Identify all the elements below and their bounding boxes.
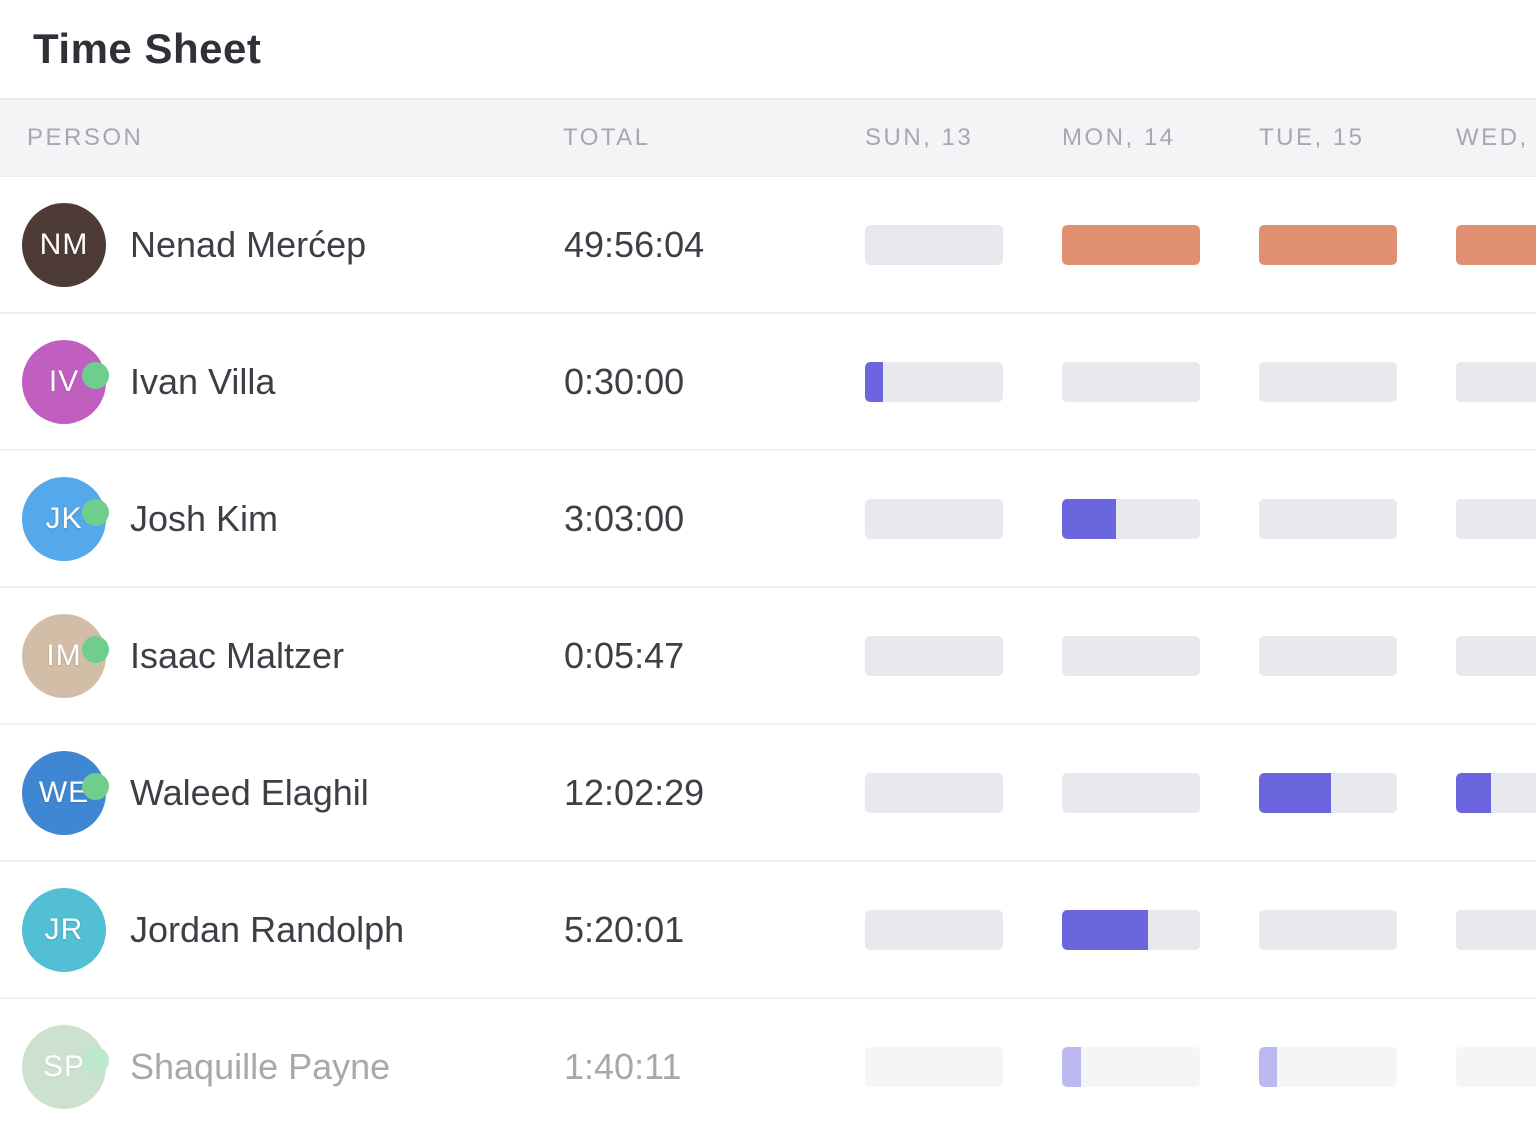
- day-cell-sun-13[interactable]: [865, 773, 1003, 813]
- day-cell-wed[interactable]: [1456, 910, 1536, 950]
- day-cell-tue-15[interactable]: [1259, 636, 1397, 676]
- day-cell-mon-14[interactable]: [1062, 910, 1200, 950]
- total-time: 49:56:04: [564, 224, 705, 265]
- day-cell-tue-15[interactable]: [1259, 499, 1397, 539]
- person-name: Shaquille Payne: [130, 1046, 391, 1087]
- column-header-mon-14: MON, 14: [1062, 124, 1176, 151]
- day-cell-sun-13[interactable]: [865, 636, 1003, 676]
- timesheet-row[interactable]: WE Waleed Elaghil 12:02:29: [0, 725, 1536, 862]
- column-header-sun-13: SUN, 13: [865, 124, 974, 151]
- online-status-dot: [82, 499, 109, 526]
- day-cell-tue-15[interactable]: [1259, 910, 1397, 950]
- avatar-initials: SP: [42, 1050, 86, 1083]
- avatar-initials: WE: [38, 776, 90, 809]
- avatar: NM: [22, 203, 106, 287]
- day-cell-tue-15[interactable]: [1259, 362, 1397, 402]
- avatar: IM: [22, 614, 109, 698]
- person-name: Isaac Maltzer: [130, 635, 345, 676]
- day-cell-wed[interactable]: [1456, 1047, 1536, 1087]
- online-status-dot: [82, 362, 109, 389]
- total-time: 0:05:47: [564, 635, 685, 676]
- column-header-total: TOTAL: [563, 124, 651, 151]
- day-cell-mon-14[interactable]: [1062, 225, 1200, 265]
- tracked-time-fill: [865, 362, 883, 402]
- tracked-time-fill: [1062, 225, 1200, 265]
- day-cell-wed[interactable]: [1456, 225, 1536, 265]
- timesheet-row[interactable]: JK Josh Kim 3:03:00: [0, 451, 1536, 588]
- online-status-dot: [82, 1047, 109, 1074]
- table-header: PERSON TOTAL SUN, 13 MON, 14 TUE, 15 WED…: [0, 98, 1536, 177]
- tracked-time-fill: [1062, 1047, 1081, 1087]
- tracked-time-fill: [1062, 910, 1148, 950]
- total-time: 1:40:11: [564, 1046, 682, 1087]
- person-name: Jordan Randolph: [130, 909, 405, 950]
- day-cell-mon-14[interactable]: [1062, 636, 1200, 676]
- timesheet-row[interactable]: SP Shaquille Payne 1:40:11: [0, 999, 1536, 1130]
- timesheet-row[interactable]: IM Isaac Maltzer 0:05:47: [0, 588, 1536, 725]
- column-header-person: PERSON: [27, 124, 144, 151]
- day-cell-sun-13[interactable]: [865, 499, 1003, 539]
- page-title: Time Sheet: [33, 25, 262, 72]
- timesheet-row[interactable]: JR Jordan Randolph 5:20:01: [0, 862, 1536, 999]
- timesheet-row[interactable]: IV Ivan Villa 0:30:00: [0, 314, 1536, 451]
- day-cell-wed[interactable]: [1456, 773, 1536, 813]
- avatar: WE: [22, 751, 109, 835]
- day-cell-tue-15[interactable]: [1259, 1047, 1397, 1087]
- day-cell-mon-14[interactable]: [1062, 773, 1200, 813]
- tracked-time-fill: [1456, 773, 1491, 813]
- day-cell-wed[interactable]: [1456, 636, 1536, 676]
- avatar: JR: [22, 888, 106, 972]
- avatar: IV: [22, 340, 109, 424]
- tracked-time-fill: [1456, 225, 1536, 265]
- day-cell-sun-13[interactable]: [865, 910, 1003, 950]
- avatar: JK: [22, 477, 109, 561]
- person-name: Waleed Elaghil: [130, 772, 369, 813]
- day-cell-sun-13[interactable]: [865, 1047, 1003, 1087]
- avatar-initials: IM: [46, 639, 82, 672]
- avatar-initials: JR: [44, 913, 84, 946]
- total-time: 3:03:00: [564, 498, 685, 539]
- avatar: SP: [22, 1025, 109, 1109]
- timesheet-rows: NM Nenad Merćep 49:56:04 IV Ivan Villa 0:30:0…: [0, 177, 1536, 1130]
- column-header-wed: WED,: [1456, 124, 1529, 151]
- total-time: 5:20:01: [564, 909, 685, 950]
- tracked-time-fill: [1259, 1047, 1277, 1087]
- avatar-initials: JK: [45, 502, 83, 535]
- day-cell-mon-14[interactable]: [1062, 1047, 1200, 1087]
- person-name: Ivan Villa: [130, 361, 276, 402]
- day-cell-wed[interactable]: [1456, 362, 1536, 402]
- tracked-time-fill: [1259, 773, 1331, 813]
- online-status-dot: [82, 773, 109, 800]
- avatar-initials: NM: [39, 228, 89, 261]
- timesheet-row[interactable]: NM Nenad Merćep 49:56:04: [0, 177, 1536, 314]
- day-cell-mon-14[interactable]: [1062, 362, 1200, 402]
- person-name: Josh Kim: [130, 498, 279, 539]
- day-cell-tue-15[interactable]: [1259, 773, 1397, 813]
- person-name: Nenad Merćep: [130, 224, 367, 265]
- tracked-time-fill: [1062, 499, 1116, 539]
- day-cell-mon-14[interactable]: [1062, 499, 1200, 539]
- day-cell-sun-13[interactable]: [865, 225, 1003, 265]
- avatar-initials: IV: [48, 365, 80, 398]
- total-time: 12:02:29: [564, 772, 705, 813]
- online-status-dot: [82, 636, 109, 663]
- day-cell-wed[interactable]: [1456, 499, 1536, 539]
- total-time: 0:30:00: [564, 361, 685, 402]
- day-cell-sun-13[interactable]: [865, 362, 1003, 402]
- column-header-tue-15: TUE, 15: [1259, 124, 1365, 151]
- titlebar: Time Sheet: [0, 0, 1536, 98]
- tracked-time-fill: [1259, 225, 1397, 265]
- day-cell-tue-15[interactable]: [1259, 225, 1397, 265]
